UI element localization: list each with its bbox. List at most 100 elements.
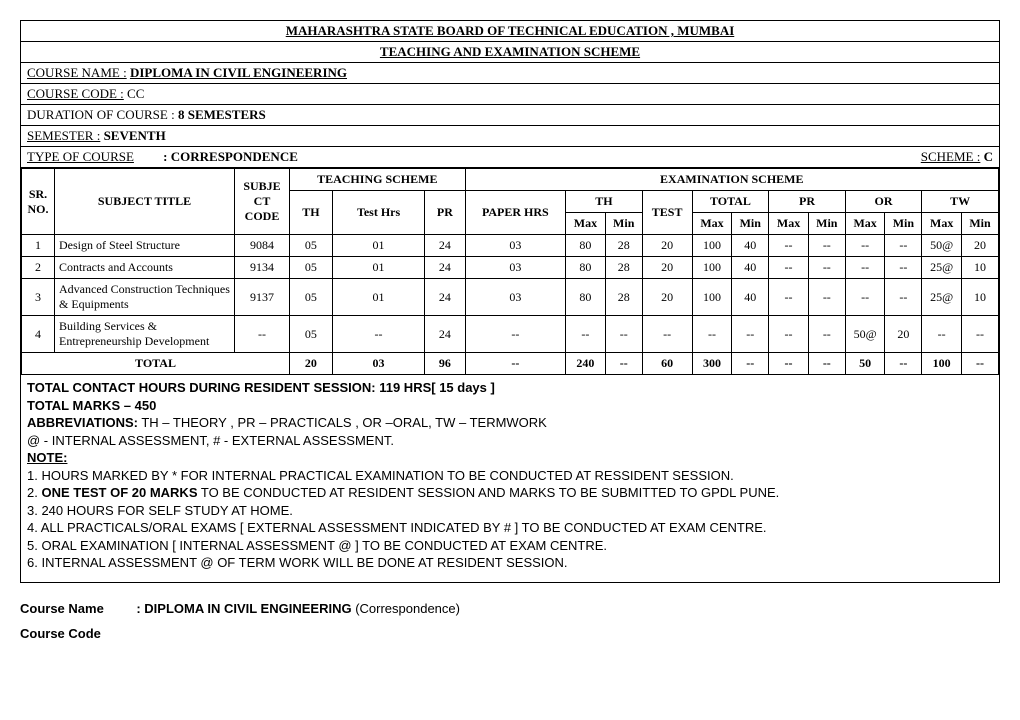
- cell-twmax: 25@: [922, 257, 962, 279]
- course-code-value: CC: [127, 86, 144, 101]
- cell-totmax: 100: [692, 279, 732, 316]
- note-2b: ONE TEST OF 20 MARKS: [41, 485, 197, 500]
- col-th: TH: [290, 191, 333, 235]
- cell-thmin: 28: [605, 257, 642, 279]
- cell-thmin: --: [605, 316, 642, 353]
- course-name-row: COURSE NAME : DIPLOMA IN CIVIL ENGINEERI…: [21, 63, 999, 84]
- cell-code: 9137: [235, 279, 290, 316]
- cell-code: --: [235, 316, 290, 353]
- cell-prmin: --: [808, 279, 845, 316]
- cell-thmax: 80: [566, 235, 606, 257]
- col-orgrp: OR: [845, 191, 922, 213]
- document-frame: MAHARASHTRA STATE BOARD OF TECHNICAL EDU…: [20, 20, 1000, 583]
- total-pr: 96: [425, 353, 465, 375]
- total-totmin: --: [732, 353, 769, 375]
- cell-prmin: --: [808, 235, 845, 257]
- cell-twmin: 20: [962, 235, 999, 257]
- col-ormin: Min: [885, 213, 922, 235]
- cell-th: 05: [290, 279, 333, 316]
- col-subject: SUBJECT TITLE: [55, 169, 235, 235]
- notes-block: TOTAL CONTACT HOURS DURING RESIDENT SESS…: [21, 375, 999, 582]
- col-twmin: Min: [962, 213, 999, 235]
- semester-row: SEMESTER : SEVENTH: [21, 126, 999, 147]
- cell-test: --: [642, 316, 692, 353]
- cell-totmin: 40: [732, 279, 769, 316]
- table-head: SR. NO. SUBJECT TITLE SUBJE CT CODE TEAC…: [22, 169, 999, 235]
- cell-prmax: --: [769, 316, 809, 353]
- total-twmin: --: [962, 353, 999, 375]
- table-row: 3Advanced Construction Techniques & Equi…: [22, 279, 999, 316]
- cell-totmax: 100: [692, 257, 732, 279]
- col-totmax: Max: [692, 213, 732, 235]
- col-subcode: SUBJE CT CODE: [235, 169, 290, 235]
- col-thmax: Max: [566, 213, 606, 235]
- duration-row: DURATION OF COURSE : 8 SEMESTERS: [21, 105, 999, 126]
- course-code-label: COURSE CODE :: [27, 86, 124, 101]
- below-cn-paren: (Correspondence): [355, 601, 460, 616]
- cell-twmax: 50@: [922, 235, 962, 257]
- cell-prmax: --: [769, 257, 809, 279]
- course-name-value: DIPLOMA IN CIVIL ENGINEERING: [130, 65, 347, 80]
- cell-sr: 2: [22, 257, 55, 279]
- total-test: 60: [642, 353, 692, 375]
- cell-ormax: --: [845, 279, 885, 316]
- cell-prmin: --: [808, 316, 845, 353]
- col-exam: EXAMINATION SCHEME: [465, 169, 998, 191]
- cell-totmin: --: [732, 316, 769, 353]
- cell-subject: Design of Steel Structure: [55, 235, 235, 257]
- below-course-code: Course Code: [20, 626, 1000, 641]
- cell-code: 9084: [235, 235, 290, 257]
- col-twmax: Max: [922, 213, 962, 235]
- note-2c: TO BE CONDUCTED AT RESIDENT SESSION AND …: [198, 485, 780, 500]
- cell-subject: Building Services & Entrepreneurship Dev…: [55, 316, 235, 353]
- semester-label: SEMESTER :: [27, 128, 100, 143]
- note-5: 5. ORAL EXAMINATION [ INTERNAL ASSESSMEN…: [27, 537, 993, 555]
- cell-twmin: 10: [962, 257, 999, 279]
- cell-testhrs: 01: [332, 235, 424, 257]
- note-2a: 2.: [27, 485, 41, 500]
- type-row: TYPE OF COURSE : CORRESPONDENCE SCHEME :…: [21, 147, 999, 168]
- col-test: TEST: [642, 191, 692, 235]
- cell-prmin: --: [808, 257, 845, 279]
- cell-thmax: 80: [566, 257, 606, 279]
- cell-sr: 4: [22, 316, 55, 353]
- type-value: : CORRESPONDENCE: [163, 149, 298, 164]
- col-sr: SR. NO.: [22, 169, 55, 235]
- duration-value: 8 SEMESTERS: [178, 107, 266, 122]
- below-cn-label: Course Name: [20, 601, 104, 616]
- col-paperhrs: PAPER HRS: [465, 191, 566, 235]
- cell-paper: --: [465, 316, 566, 353]
- type-label: TYPE OF COURSE: [27, 149, 134, 164]
- total-thmin: --: [605, 353, 642, 375]
- table-body: 1Design of Steel Structure90840501240380…: [22, 235, 999, 375]
- total-paper: --: [465, 353, 566, 375]
- col-prmax: Max: [769, 213, 809, 235]
- col-prgrp: PR: [769, 191, 846, 213]
- scheme-label: SCHEME :: [921, 149, 981, 164]
- total-label: TOTAL: [22, 353, 290, 375]
- scheme-table: SR. NO. SUBJECT TITLE SUBJE CT CODE TEAC…: [21, 168, 999, 375]
- col-twgrp: TW: [922, 191, 999, 213]
- course-code-row: COURSE CODE : CC: [21, 84, 999, 105]
- cell-pr: 24: [425, 235, 465, 257]
- cell-test: 20: [642, 235, 692, 257]
- total-testhrs: 03: [332, 353, 424, 375]
- col-totmin: Min: [732, 213, 769, 235]
- total-row: TOTAL200396--240--60300------50--100--: [22, 353, 999, 375]
- cell-twmin: 10: [962, 279, 999, 316]
- cell-th: 05: [290, 235, 333, 257]
- board-title: MAHARASHTRA STATE BOARD OF TECHNICAL EDU…: [21, 21, 999, 42]
- cell-ormin: 20: [885, 316, 922, 353]
- cell-subject: Contracts and Accounts: [55, 257, 235, 279]
- cell-twmin: --: [962, 316, 999, 353]
- semester-value: SEVENTH: [104, 128, 166, 143]
- cell-thmin: 28: [605, 279, 642, 316]
- cell-totmin: 40: [732, 257, 769, 279]
- col-testhrs: Test Hrs: [332, 191, 424, 235]
- note-4: 4. ALL PRACTICALS/ORAL EXAMS [ EXTERNAL …: [27, 519, 993, 537]
- table-row: 4Building Services & Entrepreneurship De…: [22, 316, 999, 353]
- cell-testhrs: 01: [332, 257, 424, 279]
- abbr-line2: @ - INTERNAL ASSESSMENT, # - EXTERNAL AS…: [27, 432, 993, 450]
- cell-thmin: 28: [605, 235, 642, 257]
- cell-twmax: --: [922, 316, 962, 353]
